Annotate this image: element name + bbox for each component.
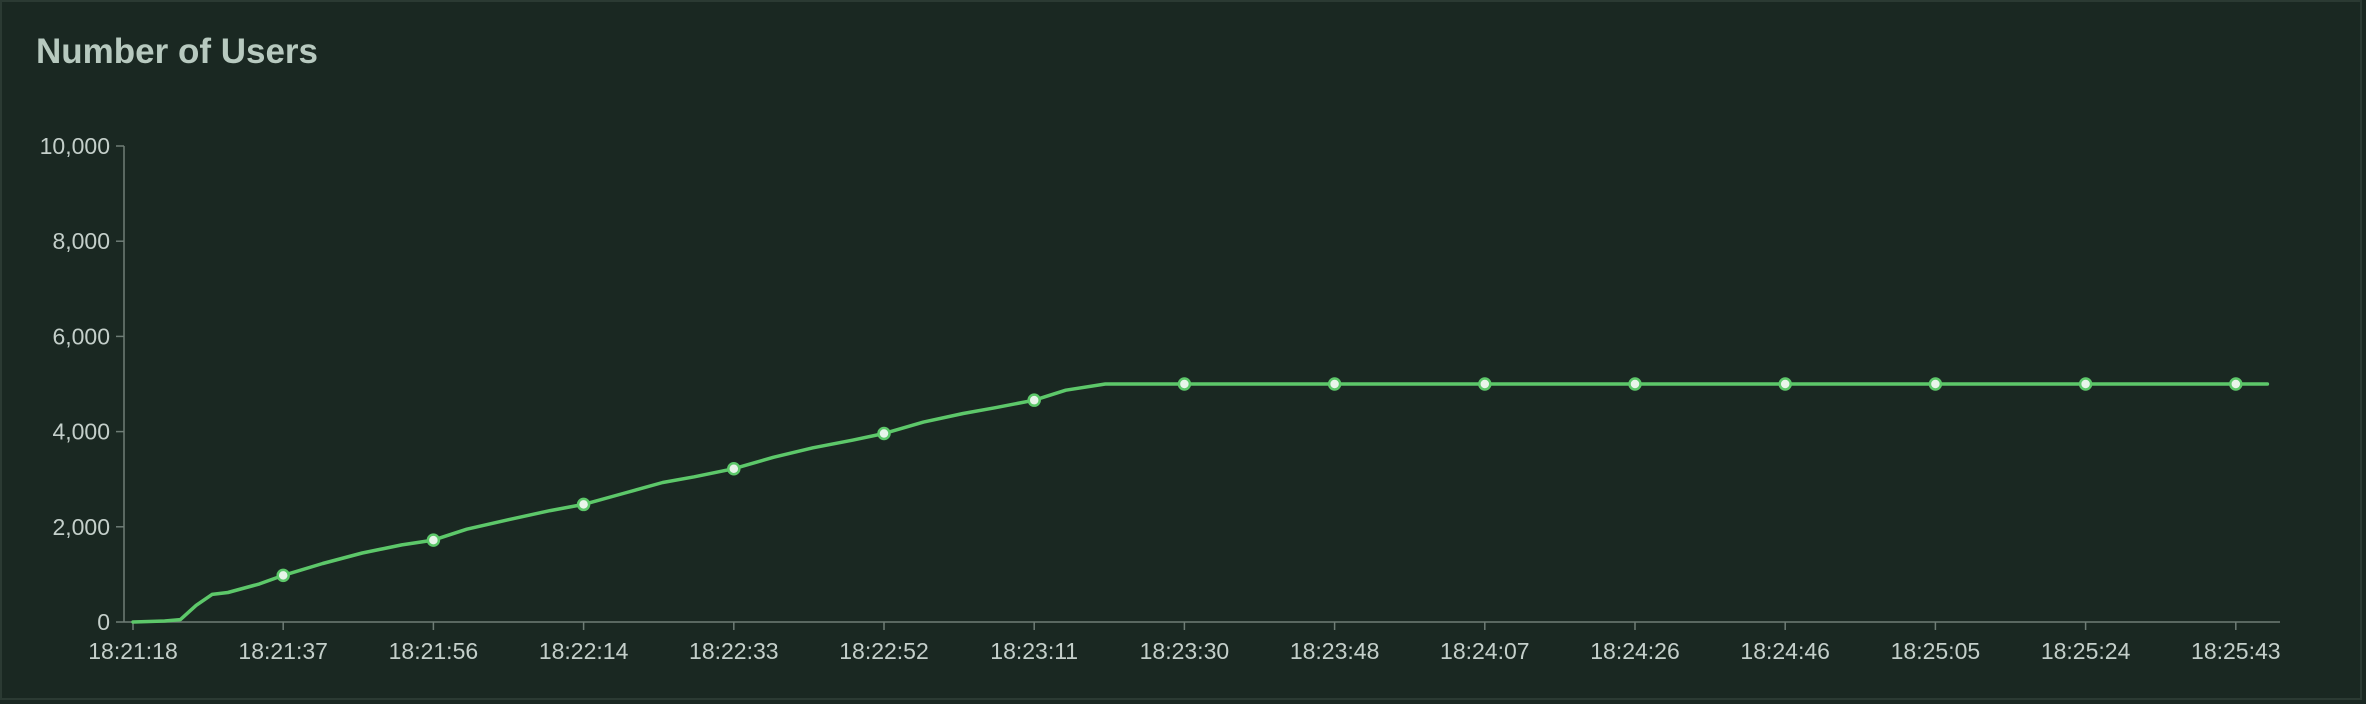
data-point-marker [1928,377,1943,391]
x-tick-label: 18:24:26 [1590,638,1680,664]
data-point-marker [1478,377,1492,391]
chart-title: Number of Users [36,32,319,71]
data-point-marker [1027,393,1041,407]
series-line [131,382,2270,624]
x-tick-label: 18:24:07 [1440,638,1530,664]
x-tick-label: 18:25:05 [1891,638,1981,664]
x-tick-label: 18:25:24 [2041,638,2131,664]
y-tick-label: 6,000 [52,323,110,349]
y-tick-label: 10,000 [40,133,110,159]
x-tick-label: 18:21:18 [88,638,178,664]
data-point-marker [877,426,891,441]
x-tick-label: 18:23:11 [990,638,1078,664]
x-tick-label: 18:23:48 [1290,638,1380,664]
y-tick-label: 4,000 [52,419,110,445]
data-point-marker [2229,377,2243,391]
x-tick-label: 18:25:43 [2191,638,2281,664]
x-tick-label: 18:22:33 [689,638,779,664]
data-point-marker [2078,377,2093,391]
y-tick-label: 8,000 [52,228,110,254]
x-tick-label: 18:21:37 [238,638,328,664]
x-tick-label: 18:22:52 [839,638,929,664]
chart-axes: 0 2,000 4,000 6,000 8,000 10,000 18:21:18 18:21… [40,133,2281,664]
data-point-marker [426,533,441,547]
y-tick-label: 0 [97,609,110,635]
data-point-marker [1327,377,1342,391]
data-point-marker [276,568,290,583]
x-tick-label: 18:21:56 [389,638,479,664]
data-point-marker [1628,377,1642,391]
chart-plot-area [131,377,2270,624]
x-tick-label: 18:22:14 [539,638,629,664]
data-point-marker [1177,377,1192,391]
data-point-marker [576,497,591,512]
x-tick-label: 18:24:46 [1740,638,1830,664]
data-point-marker [727,461,741,476]
y-tick-label: 2,000 [52,514,110,540]
x-tick-label: 18:23:30 [1140,638,1230,664]
data-point-marker [1778,377,1792,391]
